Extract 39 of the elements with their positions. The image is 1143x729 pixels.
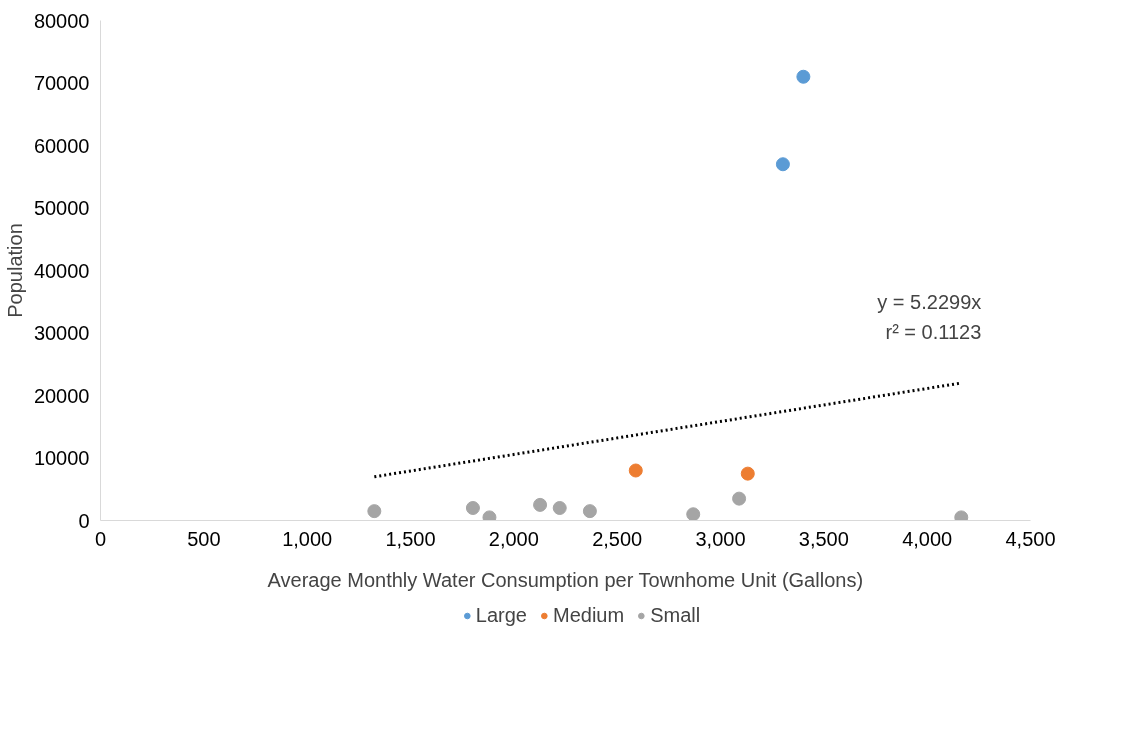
annotation: y = 5.2299x <box>877 291 982 313</box>
point <box>732 491 747 506</box>
x-axis-title: Average Monthly Water Consumption per Townhome Unit (Gallons) <box>267 568 864 591</box>
point <box>954 510 969 521</box>
y-tick-label: 0 <box>78 509 90 532</box>
x-tick-label: 500 <box>187 527 221 550</box>
point <box>740 466 755 481</box>
x-tick-label: 0 <box>94 527 107 550</box>
x-tick-label: 3,500 <box>798 527 849 550</box>
legend-label: Large <box>475 603 527 627</box>
y-axis-title: Population <box>3 223 26 318</box>
point <box>628 463 643 478</box>
point <box>482 510 497 521</box>
y-tick-label: 10000 <box>33 447 90 469</box>
x-tick-label: 2,000 <box>488 527 539 550</box>
point <box>465 501 480 515</box>
point <box>775 157 790 172</box>
y-tick-label: 30000 <box>33 322 90 344</box>
y-tick-label: 80000 <box>33 9 90 32</box>
legend-label: Small <box>650 603 701 627</box>
legend-label: Medium <box>553 603 625 627</box>
x-tick-label: 1,500 <box>385 527 436 550</box>
point <box>533 497 548 512</box>
annotation: r² = 0.1123 <box>885 321 982 343</box>
point <box>686 507 701 521</box>
point <box>367 504 382 519</box>
x-tick-label: 4,000 <box>902 527 953 550</box>
x-tick-label: 3,000 <box>695 527 746 550</box>
x-tick-label: 4,500 <box>1005 527 1056 550</box>
y-tick-label: 60000 <box>33 134 90 157</box>
x-tick-label: 2,500 <box>592 527 643 550</box>
point <box>552 501 567 515</box>
x-tick-label: 1,000 <box>282 527 333 550</box>
point <box>582 504 597 519</box>
y-tick-label: 70000 <box>33 72 90 94</box>
y-tick-label: 50000 <box>33 197 90 219</box>
y-tick-label: 20000 <box>33 384 90 407</box>
y-tick-label: 40000 <box>33 259 90 282</box>
point <box>796 69 811 84</box>
